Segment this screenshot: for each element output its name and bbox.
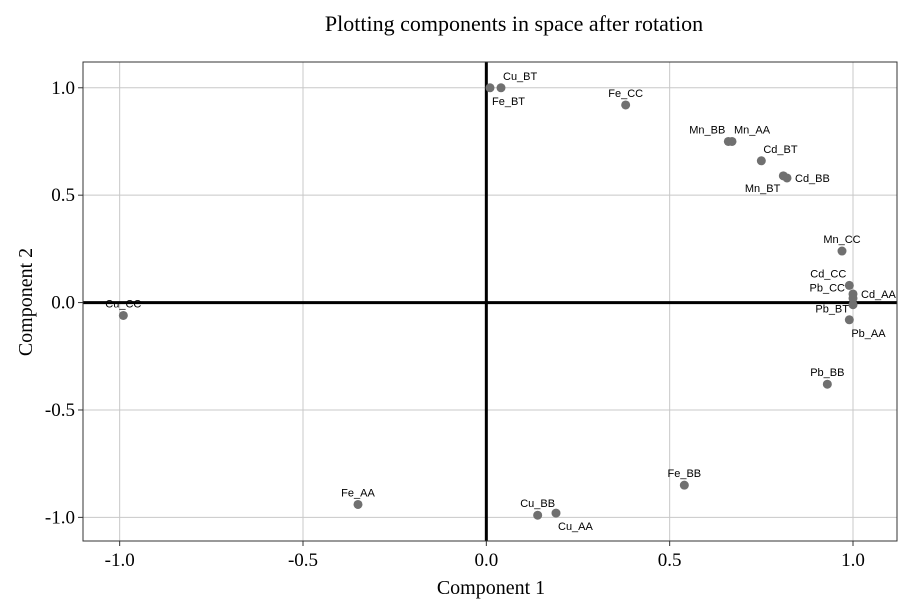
x-tick-label: -0.5 [288,550,318,571]
data-point [679,480,689,490]
data-point [782,173,792,183]
point-label: Cu_BT [503,71,538,83]
data-point [756,156,766,166]
data-point [848,300,858,310]
data-point [533,510,543,520]
x-axis-label: Component 1 [437,577,545,599]
data-point [848,293,858,303]
point-label: Pb_AA [851,328,886,340]
point-label: Pb_BB [810,367,844,379]
x-tick-label: -1.0 [105,550,135,571]
point-label: Cd_BB [795,173,830,185]
y-tick-label: 0.5 [51,185,75,206]
data-point [496,83,506,93]
x-tick-label: 0.0 [474,550,498,571]
data-points [118,83,858,520]
point-label: Fe_BT [492,96,525,108]
y-tick-label: 0.0 [51,293,75,314]
reference-lines [83,62,897,541]
point-label: Pb_CC [810,282,846,294]
point-label: Mn_BB [689,124,725,136]
point-label: Cu_BB [520,498,555,510]
point-label: Mn_CC [823,234,860,246]
chart-title: Plotting components in space after rotat… [325,11,703,36]
data-point [822,379,832,389]
data-point [118,310,128,320]
plot-frame [82,61,898,542]
y-tick-label: -1.0 [45,507,75,528]
data-point [844,280,854,290]
point-label: Cd_AA [861,289,897,301]
point-label: Fe_AA [341,487,375,499]
data-point [727,136,737,146]
y-axis-label: Component 2 [15,248,37,356]
point-label: Mn_BT [745,183,781,195]
data-point [353,499,363,509]
point-label: Fe_CC [608,88,643,100]
y-tick-label: -0.5 [45,400,75,421]
point-label: Pb_BT [815,304,849,316]
data-point [837,246,847,256]
data-point [844,315,854,325]
point-label: Cu_AA [558,521,594,533]
point-labels: Cu_BT Fe_BT Fe_CC Mn_BB Mn_AA Cd_BT Mn_BT Cd_BB… [105,71,896,533]
point-label: Cu_CC [105,298,141,310]
data-point [551,508,561,518]
axis-ticks: -1.0 -0.5 0.0 0.5 1.0 -1.0 -0.5 0.0 0.5 1.0 [45,78,865,571]
data-point [621,100,631,110]
x-tick-label: 0.5 [658,550,682,571]
point-label: Mn_AA [734,124,771,136]
point-label: Cd_CC [810,268,846,280]
y-tick-label: 1.0 [51,78,75,99]
point-label: Cd_BT [763,144,798,156]
x-tick-label: 1.0 [841,550,865,571]
point-label: Fe_BB [668,468,702,480]
data-point [485,83,495,93]
